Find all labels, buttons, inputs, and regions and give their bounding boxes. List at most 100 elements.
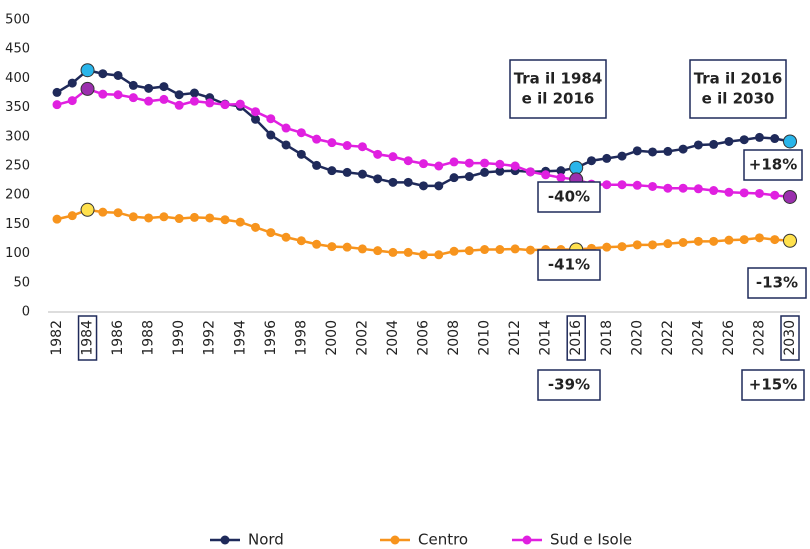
point (419, 250, 428, 260)
point (648, 240, 658, 250)
x-tick-label: 2024 (690, 320, 706, 356)
point (754, 132, 764, 142)
point (709, 186, 719, 196)
point (434, 181, 444, 191)
point (113, 70, 123, 80)
point (357, 142, 367, 152)
point (449, 157, 459, 167)
point (98, 207, 108, 217)
x-tick-label: 1990 (171, 320, 187, 356)
x-tick-label: 1988 (141, 320, 157, 356)
point (617, 180, 627, 190)
point (464, 246, 474, 256)
y-tick-label: 300 (5, 129, 30, 144)
point (52, 100, 62, 110)
point (709, 236, 719, 246)
point (251, 107, 261, 117)
point (770, 134, 780, 144)
point (449, 246, 459, 256)
point (388, 152, 398, 162)
point (281, 140, 291, 150)
annotation-box (741, 369, 805, 401)
point (174, 90, 184, 100)
point (693, 140, 703, 150)
point (663, 146, 673, 156)
point (312, 134, 322, 144)
point (296, 128, 306, 138)
point (602, 242, 612, 252)
point (357, 169, 367, 179)
point (266, 130, 276, 140)
legend-marker (220, 535, 230, 545)
x-tick-label: 1994 (232, 320, 248, 356)
point (678, 238, 688, 248)
y-tick-label: 0 (22, 305, 30, 320)
annotation-box (509, 59, 607, 119)
point (678, 144, 688, 154)
x-tick-label: 1992 (202, 320, 218, 356)
point (434, 161, 444, 171)
annotation-box (537, 181, 601, 213)
point (312, 160, 322, 170)
x-tick-label: 2000 (324, 320, 340, 356)
annotation: -13% (756, 274, 798, 292)
point (525, 167, 535, 177)
point (586, 156, 596, 166)
point (327, 166, 337, 176)
point (67, 211, 77, 221)
point (480, 245, 490, 255)
point (144, 83, 154, 93)
point (724, 136, 734, 146)
point (67, 96, 77, 106)
legend-marker (522, 535, 532, 545)
point (144, 213, 154, 223)
x-tick-label: 2022 (660, 320, 676, 356)
point (632, 240, 642, 250)
highlight-box (77, 315, 98, 361)
point (617, 151, 627, 161)
point (739, 235, 749, 245)
point (419, 181, 428, 191)
y-tick-label: 200 (5, 188, 30, 203)
point (541, 170, 551, 180)
point (480, 158, 490, 168)
point (220, 215, 230, 225)
series-line (56, 87, 791, 199)
y-tick-label: 450 (5, 42, 30, 57)
point (67, 78, 77, 88)
point (464, 172, 474, 182)
annotation: Tra il 2016 (694, 70, 783, 88)
point (128, 212, 138, 222)
point (281, 232, 291, 242)
legend-label: Centro (418, 531, 468, 549)
point (602, 180, 612, 190)
point (159, 94, 169, 104)
y-tick-label: 50 (13, 275, 30, 290)
point (403, 156, 413, 166)
point (388, 177, 398, 187)
point (724, 235, 734, 245)
y-tick-label: 500 (5, 13, 30, 28)
x-tick-label: 1998 (293, 320, 309, 356)
y-tick-label: 100 (5, 246, 30, 261)
point (266, 114, 276, 124)
point (403, 177, 413, 187)
point (480, 167, 490, 177)
point (296, 236, 306, 246)
point (113, 208, 123, 218)
point (373, 149, 383, 159)
point (342, 167, 352, 177)
point (189, 212, 199, 222)
point (754, 233, 764, 243)
point (617, 242, 627, 252)
point (373, 174, 383, 184)
point (205, 213, 215, 223)
point (327, 138, 337, 148)
x-tick-label: 1996 (263, 320, 279, 356)
point (144, 96, 154, 106)
x-tick-label: 1984 (80, 320, 96, 356)
x-tick-label: 2004 (385, 320, 401, 356)
point (189, 88, 199, 98)
point (342, 242, 352, 252)
x-tick-label: 2020 (629, 320, 645, 356)
